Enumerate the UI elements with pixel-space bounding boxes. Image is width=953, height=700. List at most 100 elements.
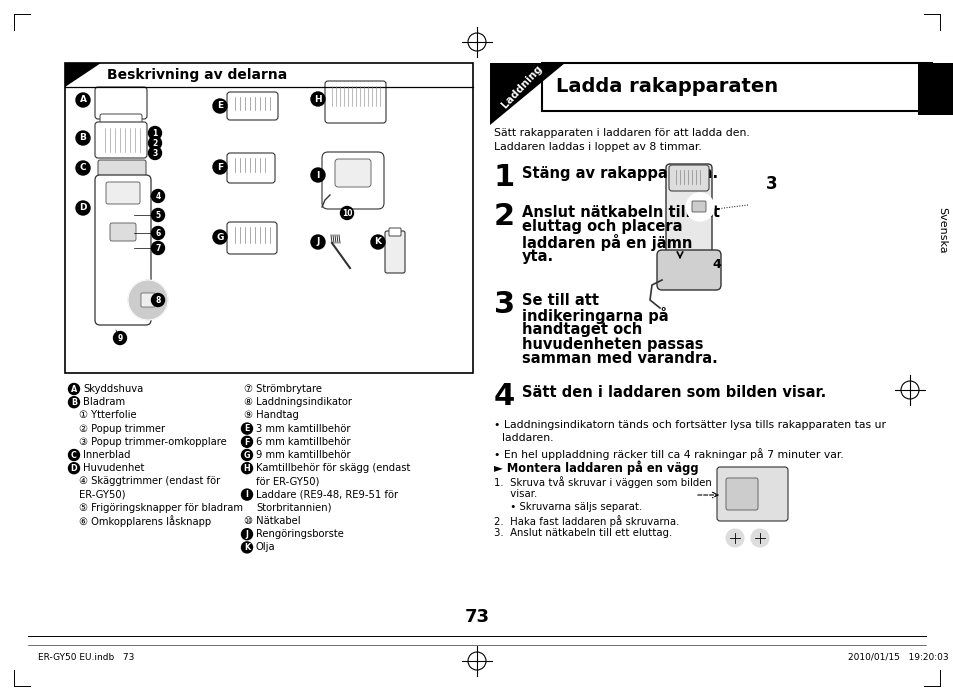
Circle shape	[213, 230, 227, 244]
Circle shape	[311, 235, 325, 249]
Circle shape	[213, 99, 227, 113]
Text: Stäng av rakapparaten.: Stäng av rakapparaten.	[521, 166, 718, 181]
Circle shape	[750, 529, 768, 547]
Bar	[65, 63, 473, 373]
Text: 4: 4	[494, 382, 515, 411]
Circle shape	[241, 463, 253, 474]
FancyBboxPatch shape	[141, 293, 154, 307]
Text: Skyddshuva: Skyddshuva	[83, 384, 143, 394]
Text: 3: 3	[765, 175, 777, 193]
Text: 8: 8	[155, 296, 160, 305]
FancyBboxPatch shape	[385, 231, 405, 273]
Text: 6: 6	[155, 229, 160, 238]
Text: 3.  Anslut nätkabeln till ett eluttag.: 3. Anslut nätkabeln till ett eluttag.	[494, 528, 672, 538]
Text: A: A	[79, 95, 87, 104]
Polygon shape	[490, 63, 564, 125]
Circle shape	[69, 463, 79, 474]
Text: F: F	[216, 162, 223, 172]
Text: 9 mm kamtillbehör: 9 mm kamtillbehör	[255, 450, 351, 460]
FancyBboxPatch shape	[335, 159, 371, 187]
Circle shape	[76, 93, 90, 107]
Text: Innerblad: Innerblad	[83, 450, 131, 460]
Text: B: B	[79, 134, 87, 143]
Text: Huvudenhet: Huvudenhet	[83, 463, 144, 473]
Text: visar.: visar.	[494, 489, 537, 499]
Circle shape	[340, 206, 354, 220]
Text: ER-GY50 EU.indb   73: ER-GY50 EU.indb 73	[38, 653, 134, 662]
Text: Beskrivning av delarna: Beskrivning av delarna	[107, 68, 287, 82]
Circle shape	[76, 201, 90, 215]
Circle shape	[152, 293, 164, 307]
Circle shape	[241, 449, 253, 461]
Text: 4: 4	[711, 258, 720, 271]
Circle shape	[152, 209, 164, 221]
Text: eluttag och placera: eluttag och placera	[521, 220, 681, 235]
Text: Laddning: Laddning	[498, 64, 543, 111]
Text: 1.  Skruva två skruvar i väggen som bilden: 1. Skruva två skruvar i väggen som bilde…	[494, 476, 711, 488]
Text: handtaget och: handtaget och	[521, 322, 641, 337]
Text: ► Montera laddaren på en vägg: ► Montera laddaren på en vägg	[494, 460, 698, 475]
Text: 3: 3	[494, 290, 515, 319]
Text: 5: 5	[155, 211, 160, 220]
FancyBboxPatch shape	[322, 152, 384, 209]
Text: ⑤ Frigöringsknapper för bladram: ⑤ Frigöringsknapper för bladram	[79, 503, 243, 513]
Text: 2010/01/15   19:20:03: 2010/01/15 19:20:03	[847, 653, 947, 662]
Text: Sätt rakapparaten i laddaren för att ladda den.: Sätt rakapparaten i laddaren för att lad…	[494, 128, 749, 138]
Text: ER-GY50): ER-GY50)	[79, 489, 126, 500]
Text: E: E	[244, 424, 250, 433]
Text: ⑨ Handtag: ⑨ Handtag	[244, 410, 298, 421]
Circle shape	[727, 165, 787, 225]
Circle shape	[128, 280, 168, 320]
Text: ⑥ Omkopplarens låsknapp: ⑥ Omkopplarens låsknapp	[79, 515, 211, 527]
FancyBboxPatch shape	[665, 164, 711, 272]
Circle shape	[149, 127, 161, 139]
Text: 6 mm kamtillbehör: 6 mm kamtillbehör	[255, 437, 351, 447]
Circle shape	[371, 235, 385, 249]
FancyBboxPatch shape	[657, 250, 720, 290]
Text: 1: 1	[152, 129, 157, 138]
Circle shape	[241, 528, 253, 540]
FancyBboxPatch shape	[95, 122, 147, 158]
FancyBboxPatch shape	[95, 87, 147, 119]
FancyBboxPatch shape	[110, 223, 136, 241]
Text: B: B	[71, 398, 77, 407]
Circle shape	[152, 227, 164, 239]
Circle shape	[152, 241, 164, 255]
FancyBboxPatch shape	[227, 92, 277, 120]
FancyBboxPatch shape	[668, 165, 708, 191]
Text: 7: 7	[155, 244, 160, 253]
Text: 9: 9	[117, 334, 123, 343]
Text: H: H	[314, 94, 321, 104]
Text: Se till att: Se till att	[521, 293, 598, 308]
Text: ② Popup trimmer: ② Popup trimmer	[79, 424, 165, 433]
FancyBboxPatch shape	[227, 153, 274, 183]
Text: ⑧ Laddningsindikator: ⑧ Laddningsindikator	[244, 397, 352, 407]
Text: E: E	[216, 102, 223, 111]
Circle shape	[311, 168, 325, 182]
Text: 1: 1	[494, 163, 515, 192]
Text: A: A	[71, 385, 77, 394]
Text: D: D	[79, 204, 87, 213]
Text: • Skruvarna säljs separat.: • Skruvarna säljs separat.	[494, 502, 641, 512]
FancyBboxPatch shape	[691, 201, 705, 212]
Circle shape	[69, 384, 79, 395]
Text: huvudenheten passas: huvudenheten passas	[521, 337, 702, 351]
Text: Laddare (RE9-48, RE9-51 för: Laddare (RE9-48, RE9-51 för	[255, 489, 397, 500]
Text: Sätt den i laddaren som bilden visar.: Sätt den i laddaren som bilden visar.	[521, 385, 825, 400]
Text: laddaren på en jämn: laddaren på en jämn	[521, 234, 692, 251]
Circle shape	[685, 193, 713, 221]
FancyBboxPatch shape	[100, 114, 142, 126]
Text: J: J	[245, 530, 248, 539]
Text: 3 mm kamtillbehör: 3 mm kamtillbehör	[255, 424, 350, 433]
Text: Anslut nätkabeln till ett: Anslut nätkabeln till ett	[521, 205, 720, 220]
Circle shape	[152, 190, 164, 202]
Circle shape	[241, 542, 253, 553]
Text: 3: 3	[152, 149, 157, 158]
Text: yta.: yta.	[521, 248, 554, 263]
Text: K: K	[375, 237, 381, 246]
Bar	[917, 63, 953, 115]
FancyBboxPatch shape	[227, 222, 276, 254]
Text: Kamtillbehör för skägg (endast: Kamtillbehör för skägg (endast	[255, 463, 410, 473]
Circle shape	[149, 146, 161, 160]
Text: I: I	[316, 171, 319, 179]
